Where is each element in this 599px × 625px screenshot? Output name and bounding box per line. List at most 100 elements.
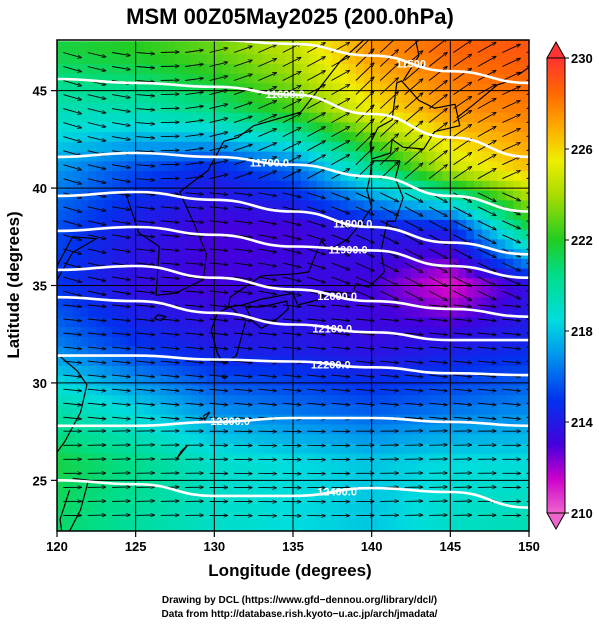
heatmap-cell	[277, 404, 286, 415]
heatmap-cell	[458, 443, 467, 454]
heatmap-cell	[198, 40, 208, 45]
heatmap-cell	[261, 121, 270, 133]
heatmap-cell	[57, 462, 66, 474]
wind-arrow	[477, 220, 496, 230]
wind-arrow	[63, 94, 81, 100]
wind-arrow	[502, 389, 520, 391]
heatmap-cell	[521, 404, 529, 415]
heatmap-cell	[411, 501, 420, 513]
heatmap-cell	[371, 160, 381, 172]
heatmap-cell	[190, 112, 200, 123]
heatmap-cell	[355, 238, 365, 250]
wind-arrow	[404, 389, 423, 391]
heatmap-cell	[426, 492, 436, 503]
heatmap-cell	[190, 180, 200, 191]
heatmap-cell	[104, 40, 113, 45]
heatmap-cell	[237, 112, 247, 123]
heatmap-cell	[411, 229, 420, 240]
wind-arrow	[307, 220, 325, 227]
heatmap-cell	[151, 258, 160, 269]
heatmap-cell	[135, 287, 145, 298]
heatmap-cell	[348, 63, 357, 74]
heatmap-cell	[135, 316, 145, 328]
heatmap-cell	[481, 287, 491, 298]
heatmap-cell	[308, 462, 318, 474]
heatmap-cell	[521, 190, 529, 201]
wind-arrow	[258, 73, 276, 81]
heatmap-cell	[190, 501, 200, 513]
heatmap-cell	[182, 73, 192, 84]
heatmap-cell	[434, 160, 444, 172]
heatmap-cell	[237, 433, 247, 444]
heatmap-cell	[450, 151, 459, 162]
heatmap-cell	[206, 199, 215, 211]
heatmap-cell	[371, 209, 381, 220]
heatmap-cell	[426, 336, 436, 347]
heatmap-cell	[64, 306, 74, 318]
heatmap-cell	[119, 492, 129, 503]
heatmap-cell	[277, 492, 286, 503]
heatmap-cell	[340, 462, 349, 474]
heatmap-cell	[434, 277, 444, 289]
heatmap-cell	[135, 365, 145, 376]
heatmap-cell	[450, 365, 459, 376]
heatmap-cell	[190, 190, 200, 201]
wind-arrow	[502, 143, 520, 152]
heatmap-cell	[521, 180, 529, 191]
wind-arrow	[112, 52, 130, 56]
heatmap-cell	[167, 160, 176, 172]
heatmap-cell	[411, 82, 420, 94]
heatmap-cell	[308, 375, 318, 386]
plot-area: 1150011600.011700.011800.011900.012000.0…	[57, 40, 529, 531]
wind-arrow	[233, 74, 252, 81]
wind-arrow	[453, 248, 472, 258]
heatmap-cell	[442, 365, 451, 376]
heatmap-cell	[175, 404, 184, 415]
heatmap-cell	[324, 453, 333, 464]
heatmap-cell	[245, 73, 255, 84]
wind-arrow	[160, 333, 179, 335]
wind-arrow	[112, 248, 130, 252]
wind-arrow	[502, 192, 520, 201]
heatmap-cell	[198, 63, 208, 74]
heatmap-cell	[434, 92, 444, 103]
heatmap-cell	[458, 365, 467, 376]
wind-arrow	[160, 207, 179, 209]
heatmap-cell	[206, 267, 215, 279]
heatmap-cell	[450, 433, 459, 444]
heatmap-cell	[332, 267, 341, 279]
heatmap-cell	[167, 414, 176, 425]
heatmap-cell	[80, 180, 90, 191]
heatmap-cell	[379, 511, 388, 522]
heatmap-cell	[324, 112, 333, 123]
heatmap-cell	[237, 336, 247, 347]
heatmap-cell	[300, 345, 310, 357]
heatmap-cell	[112, 336, 121, 347]
wind-arrow	[502, 100, 520, 110]
heatmap-cell	[237, 501, 247, 513]
heatmap-cell	[316, 131, 326, 142]
wind-arrow	[63, 347, 81, 349]
heatmap-cell	[206, 121, 215, 133]
heatmap-cell	[379, 404, 388, 415]
heatmap-cell	[505, 326, 514, 337]
heatmap-cell	[222, 297, 231, 308]
heatmap-cell	[261, 394, 270, 405]
heatmap-cell	[57, 384, 66, 396]
wind-arrow	[355, 347, 374, 349]
heatmap-cell	[300, 141, 310, 152]
wind-arrow	[477, 234, 496, 244]
wind-arrow	[428, 95, 447, 109]
wind-arrow	[87, 347, 106, 349]
heatmap-cell	[230, 326, 239, 337]
heatmap-cell	[127, 472, 137, 483]
heatmap-cell	[159, 267, 168, 279]
heatmap-cell	[72, 248, 82, 259]
colorbar-bar	[546, 57, 566, 514]
heatmap-cell	[521, 277, 529, 289]
heatmap-cell	[261, 112, 270, 123]
heatmap-cell	[222, 112, 231, 123]
heatmap-cell	[308, 151, 318, 162]
heatmap-cell	[112, 511, 121, 522]
